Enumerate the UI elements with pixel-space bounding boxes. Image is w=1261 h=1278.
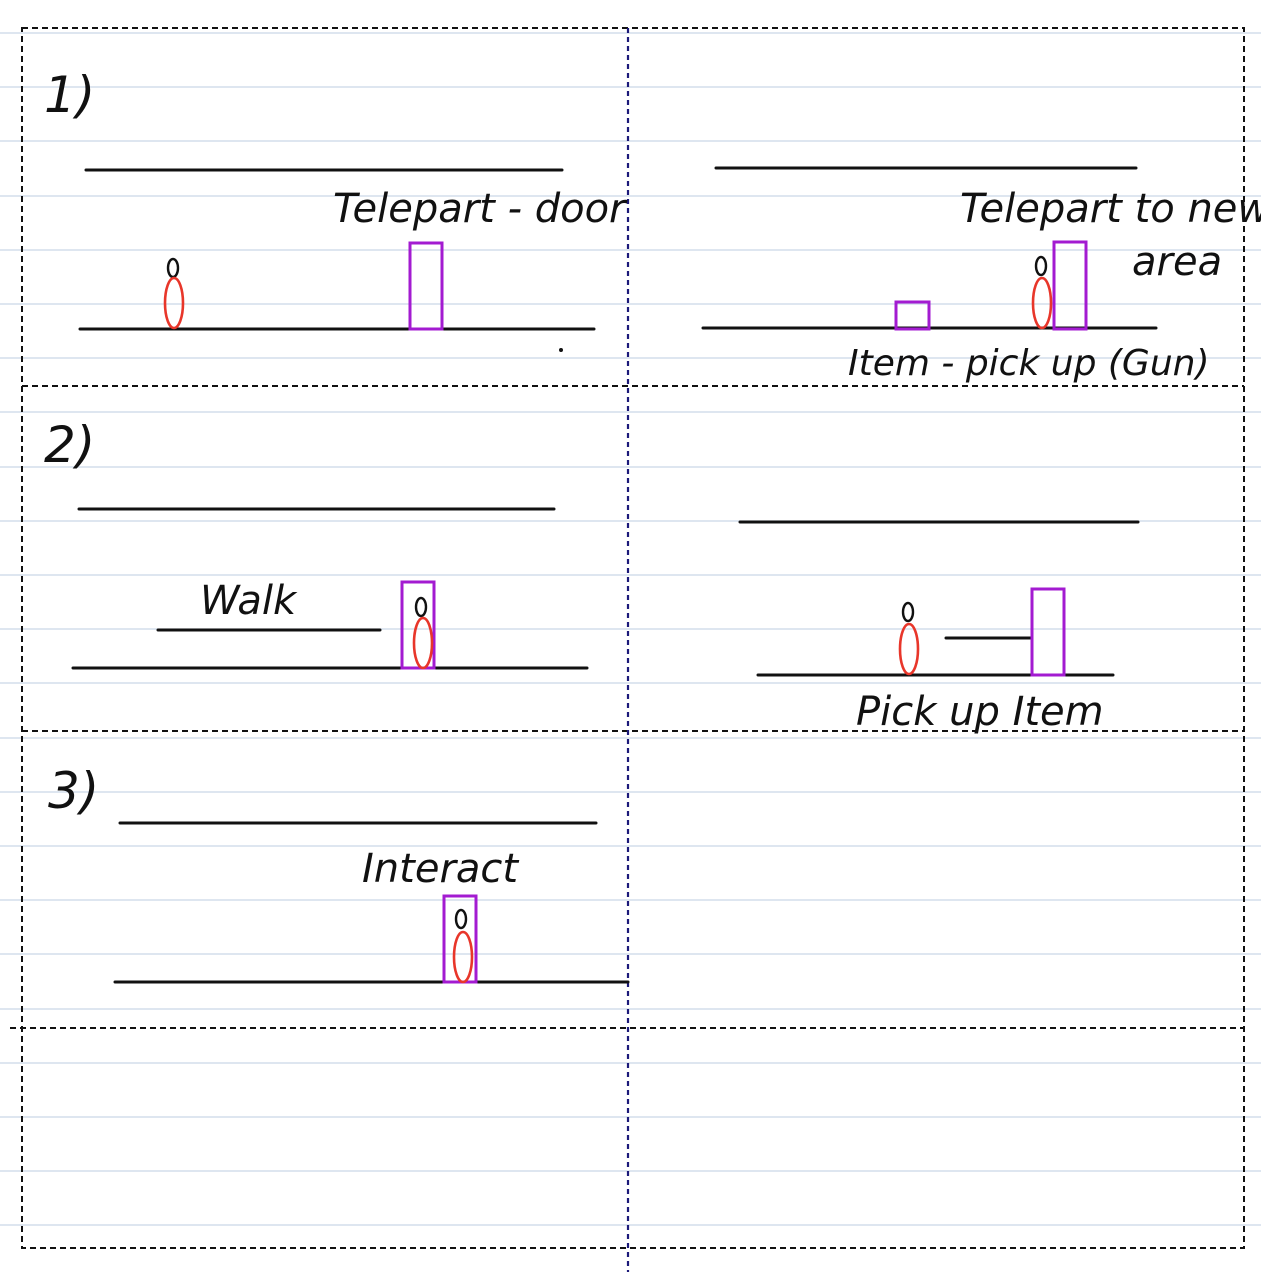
panel-number: 3) (48, 762, 99, 820)
teleport-new-area-label: Telepart to new (960, 186, 1261, 232)
walk-label: Walk (200, 578, 298, 624)
outer-frame (21, 27, 1245, 1249)
character-body (898, 622, 920, 676)
panel-number: 2) (44, 416, 95, 474)
teleport-door (408, 241, 444, 331)
panel-frame (10, 27, 1245, 1272)
character-body (1031, 276, 1053, 330)
item-pillar (1030, 587, 1066, 677)
teleport-new-area-label-line2: area (1132, 239, 1222, 285)
door (400, 580, 436, 670)
panel-3: 3) Interact (48, 762, 630, 984)
panel-1: 1) Telepart - door (44, 66, 628, 352)
panel-1b: Telepart to new area Item - pick up (Gun… (701, 166, 1261, 384)
item-pickup-gun-label: Item - pick up (Gun) (848, 343, 1210, 384)
character-body (163, 276, 185, 330)
pick-up-item-label: Pick up Item (856, 689, 1104, 735)
panel-2: 2) Walk (44, 416, 589, 670)
character-head (414, 596, 428, 618)
character-head (166, 257, 180, 279)
teleport-door (1052, 240, 1088, 331)
character-head (901, 601, 915, 623)
panel-number: 1) (44, 66, 95, 124)
teleport-door-label: Telepart - door (333, 186, 628, 232)
ink-dot (559, 348, 563, 352)
panel-2b: Pick up Item (738, 520, 1140, 735)
character-body (412, 616, 434, 670)
pickup-item-box (894, 300, 931, 331)
character-head (454, 908, 468, 930)
interact-label: Interact (362, 846, 519, 892)
character-head (1034, 255, 1048, 277)
character-body (452, 930, 474, 984)
